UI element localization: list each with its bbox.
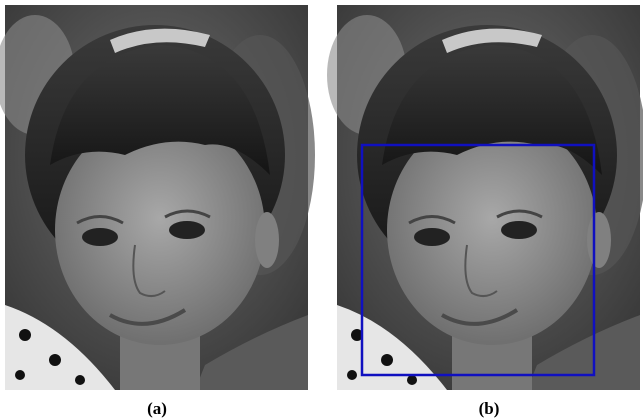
- page: {"panels": [{"caption": "(a)"}, {"captio…: [0, 0, 643, 420]
- caption: (a): [147, 399, 167, 418]
- photo: [327, 5, 643, 390]
- caption: (b): [479, 399, 500, 418]
- panel-a: [0, 5, 315, 390]
- photo: [0, 5, 315, 390]
- figure: (a) (b): [0, 0, 643, 420]
- panel-b: [327, 5, 643, 390]
